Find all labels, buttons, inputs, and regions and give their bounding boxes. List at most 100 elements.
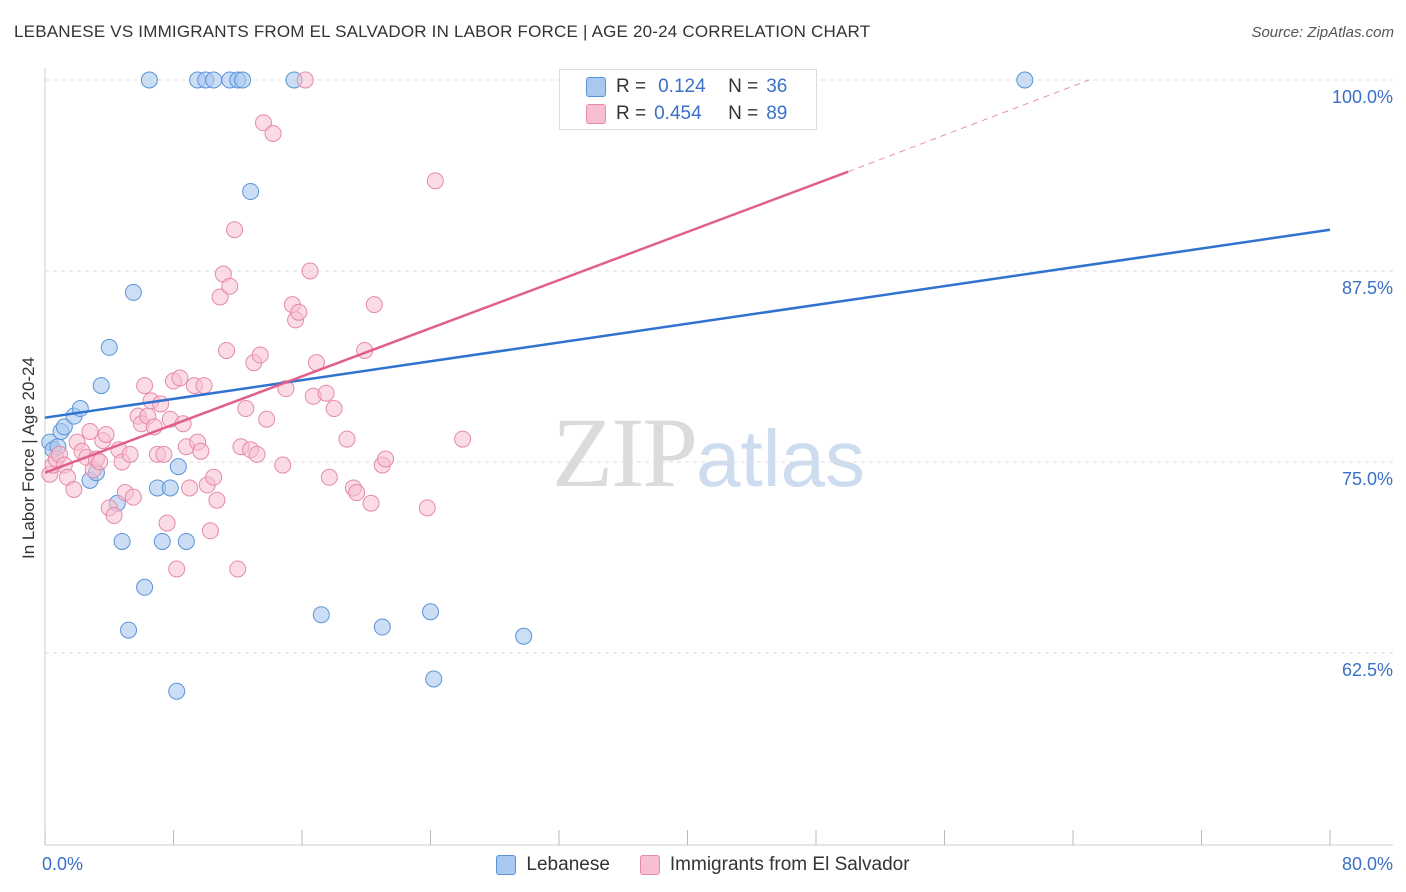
salvador-point (229, 560, 247, 578)
salvador-point (205, 468, 223, 486)
salvador-point (254, 114, 272, 132)
salvador-point (362, 494, 380, 512)
y-tick-label: 62.5% (1342, 660, 1393, 680)
lebanese-n-value: 36 (766, 76, 788, 97)
salvador-swatch (586, 104, 606, 124)
salvador-trend-line (847, 79, 1090, 173)
salvador-point (348, 484, 366, 502)
lebanese-point (100, 338, 118, 356)
salvador-points (41, 71, 745, 578)
lebanese-swatch (586, 77, 606, 97)
salvador-point (290, 303, 308, 321)
legend-row-lebanese: R = 0.124 N = 36 (586, 74, 787, 100)
lebanese-point (234, 71, 252, 89)
salvador-point (320, 468, 338, 486)
salvador-legend-swatch (639, 855, 660, 875)
lebanese-n-label: N = (728, 76, 759, 97)
lebanese-point (92, 377, 110, 395)
salvador-point (218, 341, 236, 359)
lebanese-point (242, 183, 260, 201)
salvador-point (201, 522, 219, 540)
salvador-point (124, 488, 142, 506)
lebanese-point (168, 682, 186, 700)
salvador-point (97, 425, 115, 443)
y-tick-label: 87.5% (1342, 278, 1393, 298)
salvador-point (251, 346, 269, 364)
salvador-point (365, 296, 383, 314)
salvador-n-label: N = (728, 103, 759, 124)
lebanese-point (515, 627, 533, 645)
salvador-point (192, 442, 210, 460)
lebanese-legend-swatch (496, 855, 517, 875)
lebanese-point (373, 618, 391, 636)
salvador-point (136, 377, 154, 395)
lebanese-point (140, 71, 158, 89)
lebanese-point (177, 532, 195, 550)
salvador-point (152, 395, 170, 413)
salvador-legend-label: Immigrants from El Salvador (669, 854, 910, 875)
watermark-zip: ZIP (552, 397, 698, 508)
lebanese-point (205, 71, 223, 89)
lebanese-r-value: 0.124 (658, 76, 706, 97)
salvador-point (168, 560, 186, 578)
x-tick-label: 0.0% (42, 854, 83, 874)
lebanese-point (425, 670, 443, 688)
lebanese-point (1016, 71, 1034, 89)
chart-title: LEBANESE VS IMMIGRANTS FROM EL SALVADOR … (14, 22, 871, 41)
salvador-point (155, 445, 173, 463)
legend-item-lebanese[interactable]: Lebanese (496, 854, 610, 876)
salvador-point (377, 450, 395, 468)
salvador-r-value: 0.454 (654, 103, 702, 124)
lebanese-point (169, 458, 187, 476)
axes (44, 68, 1393, 846)
salvador-point (264, 124, 282, 142)
salvador-point (258, 410, 276, 428)
correlation-legend: R = 0.124 N = 36 R = 0.454 N = 89 (559, 69, 817, 130)
salvador-n-value: 89 (766, 103, 788, 124)
watermark-atlas: atlas (696, 414, 865, 503)
salvador-point (181, 479, 199, 497)
x-tick-label: 80.0% (1342, 854, 1393, 874)
lebanese-r-label: R = (616, 76, 647, 97)
salvador-point (121, 445, 139, 463)
salvador-point (91, 453, 109, 471)
salvador-point (195, 377, 213, 395)
salvador-point (171, 369, 189, 387)
lebanese-point (124, 283, 142, 301)
salvador-point (274, 456, 292, 474)
salvador-trend-line (44, 170, 849, 474)
lebanese-point (422, 603, 439, 621)
tick-labels: 100.0% 87.5% 75.0% 62.5% 0.0% 80.0% (42, 87, 1393, 874)
salvador-point (418, 499, 436, 517)
lebanese-legend-label: Lebanese (526, 854, 610, 875)
lebanese-point (136, 578, 154, 596)
salvador-point (221, 277, 239, 295)
lebanese-trend-line (44, 228, 1331, 419)
salvador-point (301, 262, 319, 280)
legend-item-salvador[interactable]: Immigrants from El Salvador (639, 854, 910, 876)
lebanese-point (312, 606, 330, 624)
watermark: ZIPatlas (552, 395, 865, 510)
salvador-point (65, 481, 83, 499)
legend-row-salvador: R = 0.454 N = 89 (586, 101, 787, 127)
y-tick-label: 75.0% (1342, 469, 1393, 489)
lebanese-point (153, 532, 171, 550)
y-tick-label: 100.0% (1332, 87, 1393, 107)
salvador-point (211, 288, 229, 306)
source-label: Source: ZipAtlas.com (1251, 24, 1394, 41)
series-legend: Lebanese Immigrants from El Salvador (0, 851, 1406, 879)
salvador-point (325, 400, 343, 418)
salvador-point (208, 491, 226, 509)
salvador-point (158, 514, 176, 532)
y-axis-label: In Labor Force | Age 20-24 (19, 357, 38, 559)
salvador-point (296, 71, 314, 89)
lebanese-point (161, 479, 179, 497)
salvador-point (426, 172, 444, 190)
salvador-r-label: R = (616, 103, 647, 124)
salvador-point (105, 506, 123, 524)
lebanese-point (113, 532, 131, 550)
salvador-point (454, 430, 472, 448)
salvador-point (237, 400, 255, 418)
lebanese-point (120, 621, 138, 639)
